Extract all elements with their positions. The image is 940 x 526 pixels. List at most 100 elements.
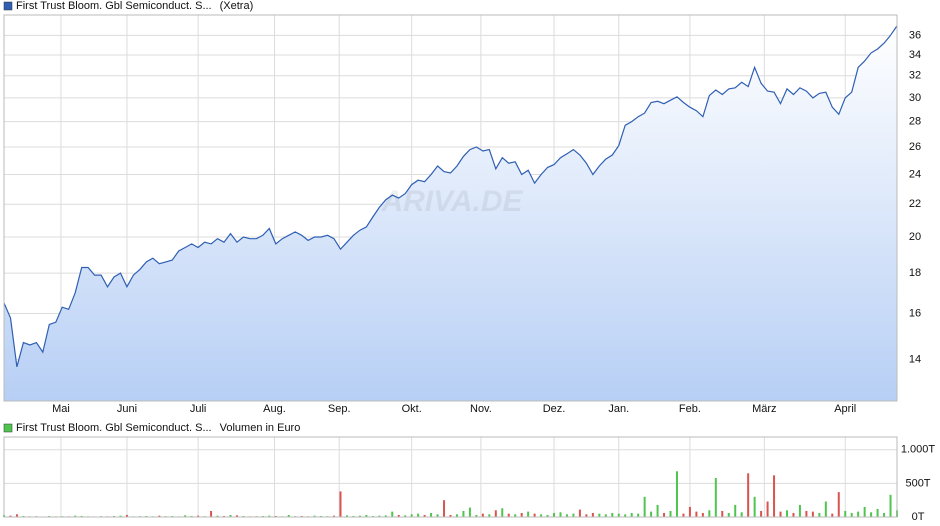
- volume-bar: [300, 515, 303, 517]
- y-tick-label: 24: [909, 168, 921, 180]
- volume-bar: [818, 512, 821, 517]
- y-tick-label: 28: [909, 115, 921, 127]
- volume-bar: [883, 512, 886, 517]
- y-tick-label: 22: [909, 198, 921, 210]
- x-tick-label: Dez.: [543, 403, 566, 415]
- volume-bar: [688, 506, 691, 517]
- volume-bar: [572, 513, 575, 517]
- volume-bar: [805, 510, 808, 517]
- volume-bar: [889, 494, 892, 517]
- volume-bar: [792, 512, 795, 517]
- volume-bar: [559, 512, 562, 517]
- y-tick-label: 14: [909, 353, 921, 365]
- volume-bar: [546, 514, 549, 517]
- volume-bar: [313, 515, 316, 517]
- volume-bar: [333, 515, 336, 517]
- x-tick-label: Jan.: [608, 403, 629, 415]
- plot-frame: [3, 14, 898, 402]
- volume-bar: [721, 510, 724, 517]
- volume-bar: [850, 512, 853, 517]
- volume-bar: [223, 515, 226, 517]
- volume-bar: [197, 515, 200, 517]
- volume-bar: [481, 513, 484, 517]
- volume-bar: [261, 515, 264, 517]
- volume-bar: [145, 515, 148, 517]
- volume-bar: [675, 471, 678, 517]
- volume-bar: [417, 513, 420, 517]
- volume-bar: [876, 508, 879, 517]
- volume-bar: [773, 475, 776, 517]
- volume-bar: [9, 515, 12, 517]
- volume-bar: [462, 510, 465, 517]
- volume-bar: [15, 514, 18, 517]
- x-tick-label: April: [834, 403, 856, 415]
- legend-label: First Trust Bloom. Gbl Semiconduct. S...: [16, 422, 212, 434]
- volume-bar: [443, 500, 446, 517]
- volume-bar: [80, 515, 83, 517]
- volume-bar: [870, 512, 873, 517]
- volume-bar: [824, 501, 827, 517]
- volume-bar: [565, 514, 568, 517]
- volume-bar: [494, 510, 497, 517]
- volume-bar: [158, 515, 161, 517]
- volume-bar: [798, 504, 801, 517]
- volume-bar: [507, 513, 510, 517]
- volume-bar: [844, 510, 847, 517]
- volume-bar: [630, 512, 633, 517]
- volume-bar: [404, 515, 407, 517]
- volume-bar: [436, 514, 439, 517]
- volume-bar: [449, 514, 452, 517]
- volume-bar: [740, 512, 743, 517]
- volume-bar: [210, 510, 213, 517]
- volume-bar: [747, 473, 750, 517]
- volume-bar: [811, 511, 814, 517]
- y-tick-label: 1.000T: [901, 444, 936, 456]
- x-tick-label: März: [752, 403, 776, 415]
- y-tick-label: 16: [909, 307, 921, 319]
- volume-bar: [371, 515, 374, 517]
- price-line: [3, 25, 898, 367]
- legend-swatch: [3, 1, 13, 11]
- volume-bar: [585, 514, 588, 517]
- volume-bar: [708, 510, 711, 517]
- volume-bar: [48, 515, 51, 517]
- volume-bar: [339, 491, 342, 517]
- y-tick-label: 18: [909, 267, 921, 279]
- volume-bar: [734, 504, 737, 517]
- volume-bar: [598, 513, 601, 517]
- volume-bar: [352, 515, 355, 517]
- volume-bar: [345, 515, 348, 517]
- volume-bar: [669, 510, 672, 517]
- volume-bar: [682, 513, 685, 517]
- x-tick-label: Aug.: [263, 403, 286, 415]
- x-tick-label: Nov.: [470, 403, 492, 415]
- volume-bar: [184, 515, 187, 517]
- y-tick-label: 34: [909, 49, 921, 61]
- volume-bar: [643, 496, 646, 517]
- y-tick-label: 500T: [905, 477, 930, 489]
- y-tick-label: 0T: [912, 511, 925, 523]
- volume-bar: [533, 513, 536, 517]
- y-tick-label: 26: [909, 141, 921, 153]
- volume-bar: [611, 512, 614, 517]
- x-tick-label: Feb.: [679, 403, 701, 415]
- volume-bar: [229, 514, 232, 517]
- volume-bar: [125, 514, 128, 517]
- volume-bar: [171, 515, 174, 517]
- legend-label: Volumen in Euro: [220, 422, 301, 434]
- x-tick-label: Juni: [117, 403, 137, 415]
- volume-bar: [837, 492, 840, 517]
- volume-bar: [760, 510, 763, 517]
- volume-bar: [553, 512, 556, 517]
- volume-bar: [695, 511, 698, 517]
- volume-bar: [540, 514, 543, 517]
- x-tick-label: Juli: [190, 403, 207, 415]
- volume-bar: [455, 514, 458, 517]
- watermark: ARIVA.DE: [380, 185, 523, 218]
- y-tick-label: 30: [909, 92, 921, 104]
- volume-bar: [727, 512, 730, 517]
- volume-bar: [501, 508, 504, 517]
- x-tick-label: Sep.: [328, 403, 351, 415]
- plot-frame: [3, 436, 898, 518]
- volume-bar: [527, 511, 530, 517]
